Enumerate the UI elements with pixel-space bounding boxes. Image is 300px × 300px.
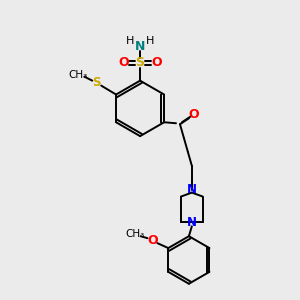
Text: H: H: [126, 36, 134, 46]
Text: S: S: [92, 76, 100, 89]
Text: S: S: [136, 56, 145, 69]
Text: N: N: [187, 216, 197, 229]
Text: O: O: [147, 234, 158, 247]
Text: CH₃: CH₃: [69, 70, 88, 80]
Text: O: O: [188, 108, 199, 121]
Text: N: N: [135, 40, 145, 53]
Text: CH₃: CH₃: [125, 229, 144, 239]
Text: O: O: [118, 56, 129, 69]
Text: N: N: [187, 183, 197, 196]
Text: O: O: [152, 56, 162, 69]
Text: H: H: [146, 36, 154, 46]
